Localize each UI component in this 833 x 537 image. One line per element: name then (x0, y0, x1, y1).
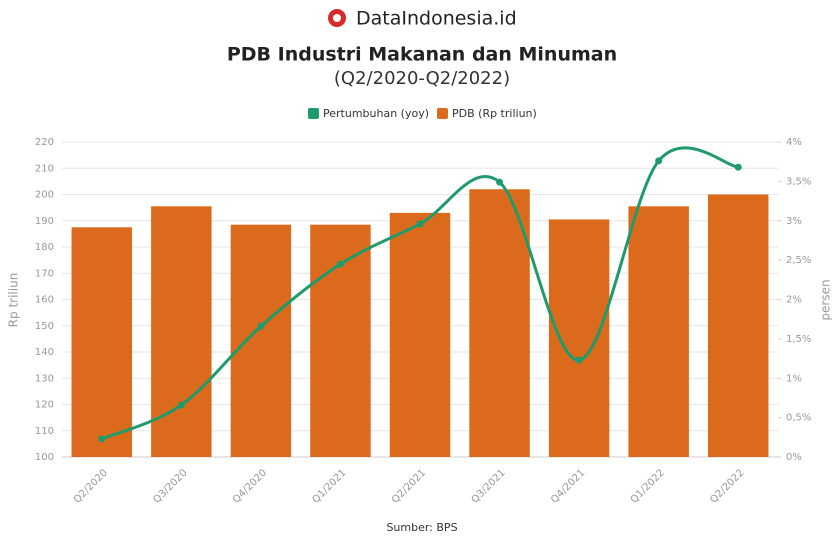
x-tick-label: Q4/2021 (549, 467, 587, 505)
bar (469, 189, 530, 457)
y-tick-label: 220 (35, 137, 54, 148)
y-tick-label: 210 (35, 163, 54, 174)
line (101, 146, 739, 441)
line-point (655, 157, 663, 165)
line-point (336, 260, 344, 268)
legend-swatch (308, 108, 319, 119)
line-point (575, 356, 583, 364)
line-point (98, 435, 106, 443)
y-tick-label: 160 (35, 295, 54, 306)
x-tick-label: Q2/2022 (708, 467, 746, 505)
bar (151, 206, 212, 457)
x-tick-label: Q2/2021 (390, 467, 428, 505)
y-tick-label: 150 (35, 321, 54, 332)
y-tick-label: 180 (35, 242, 54, 253)
y2-tick-label: 4% (786, 137, 802, 148)
y2-tick-label: 0,5% (786, 413, 811, 424)
line-point (496, 178, 504, 186)
legend-label: Pertumbuhan (yoy) (323, 107, 429, 120)
bar (628, 206, 689, 457)
bar (71, 227, 133, 457)
source: Sumber: BPS (386, 521, 457, 534)
brand: DataIndonesia.id (356, 8, 517, 30)
bar (707, 194, 769, 457)
x-tick-label: Q3/2020 (151, 467, 189, 505)
x-tick-label: Q1/2021 (310, 467, 348, 505)
x-tick-label: Q4/2020 (231, 467, 269, 505)
x-tick-label: Q3/2021 (470, 467, 508, 505)
y-tick-label: 120 (35, 400, 54, 411)
y2-tick-label: 1,5% (786, 334, 811, 345)
y-tick-label: 100 (35, 452, 54, 463)
chart-title: PDB Industri Makanan dan Minuman (227, 44, 617, 66)
line-point (257, 322, 265, 330)
bar (389, 212, 451, 457)
y-tick-label: 190 (35, 216, 54, 227)
y2-tick-label: 2,5% (786, 255, 811, 266)
bar (310, 224, 371, 457)
y2-tick-label: 1% (786, 373, 802, 384)
y2-tick-label: 3% (786, 216, 802, 227)
legend-label: PDB (Rp triliun) (452, 107, 537, 120)
bar (230, 224, 292, 457)
legend-swatch (437, 108, 448, 119)
y-tick-label: 130 (35, 373, 54, 384)
logo-icon-hole (333, 14, 341, 22)
x-tick-label: Q1/2022 (629, 467, 667, 505)
y-axis-label: Rp triliun (7, 273, 21, 328)
line-point (734, 163, 742, 171)
chart-subtitle: (Q2/2020-Q2/2022) (334, 68, 510, 89)
x-tick-label: Q2/2020 (72, 467, 110, 505)
y2-tick-label: 0% (786, 452, 802, 463)
y-tick-label: 200 (35, 190, 54, 201)
y2-tick-label: 2% (786, 295, 802, 306)
y-tick-label: 140 (35, 347, 54, 358)
bar (548, 219, 610, 457)
y2-axis-label: persen (819, 279, 833, 320)
y2-tick-label: 3,5% (786, 176, 811, 187)
line-point (177, 401, 185, 409)
y-tick-label: 110 (35, 426, 54, 437)
line-point (416, 220, 424, 228)
y-tick-label: 170 (35, 268, 54, 279)
